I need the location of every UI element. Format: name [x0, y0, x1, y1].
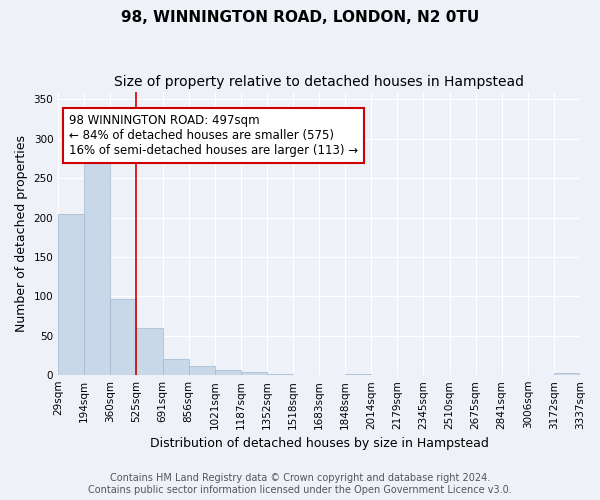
- X-axis label: Distribution of detached houses by size in Hampstead: Distribution of detached houses by size …: [149, 437, 488, 450]
- Text: Contains HM Land Registry data © Crown copyright and database right 2024.
Contai: Contains HM Land Registry data © Crown c…: [88, 474, 512, 495]
- Bar: [345, 374, 371, 375]
- Bar: [163, 360, 188, 375]
- Title: Size of property relative to detached houses in Hampstead: Size of property relative to detached ho…: [114, 75, 524, 89]
- Bar: [215, 370, 241, 375]
- Text: 98, WINNINGTON ROAD, LONDON, N2 0TU: 98, WINNINGTON ROAD, LONDON, N2 0TU: [121, 10, 479, 25]
- Bar: [136, 328, 163, 375]
- Bar: [554, 374, 580, 375]
- Y-axis label: Number of detached properties: Number of detached properties: [15, 135, 28, 332]
- Text: 98 WINNINGTON ROAD: 497sqm
← 84% of detached houses are smaller (575)
16% of sem: 98 WINNINGTON ROAD: 497sqm ← 84% of deta…: [68, 114, 358, 157]
- Bar: [110, 298, 136, 375]
- Bar: [267, 374, 293, 375]
- Bar: [58, 214, 84, 375]
- Bar: [84, 146, 110, 375]
- Bar: [241, 372, 267, 375]
- Bar: [188, 366, 215, 375]
